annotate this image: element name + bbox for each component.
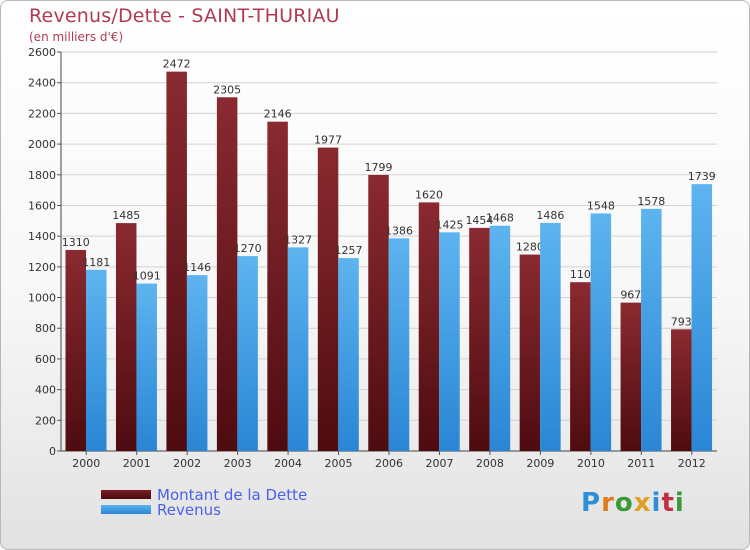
debt-value-label: 1280 [516, 241, 544, 254]
revenue-value-label: 1739 [688, 170, 716, 183]
revenue-value-label: 1468 [486, 212, 514, 225]
debt-value-label: 1485 [112, 209, 140, 222]
revenue-value-label: 1386 [385, 224, 413, 237]
y-tick-label: 400 [35, 384, 56, 397]
revenue-bar [641, 208, 662, 451]
chart-title: Revenus/Dette - SAINT-THURIAU [29, 5, 340, 27]
debt-value-label: 1799 [365, 161, 393, 174]
revenue-bar [439, 232, 460, 451]
y-tick-label: 1600 [28, 199, 56, 212]
x-tick-label: 2010 [577, 457, 605, 470]
y-tick-label: 2200 [28, 107, 56, 120]
logo-letter: t [661, 488, 675, 518]
legend-label-revenue: Revenus [157, 500, 221, 519]
revenue-bar [489, 225, 511, 451]
logo-letter: i [674, 488, 685, 518]
revenue-bar [86, 269, 107, 451]
y-tick-label: 1200 [28, 261, 56, 274]
y-tick-label: 2000 [28, 138, 56, 151]
x-tick-label: 2005 [325, 457, 353, 470]
revenue-value-label: 1270 [234, 242, 262, 255]
debt-bar [671, 329, 692, 451]
chart-subtitle: (en milliers d'€) [29, 30, 124, 44]
revenue-bar [388, 238, 410, 451]
revenue-bar [540, 222, 561, 451]
revenue-value-label: 1181 [82, 256, 110, 269]
debt-bar [418, 202, 440, 451]
debt-value-label: 1620 [415, 188, 443, 201]
revenue-value-label: 1486 [536, 209, 564, 222]
revenue-value-label: 1091 [133, 270, 161, 283]
debt-bar [570, 282, 591, 451]
debt-bar [469, 227, 490, 451]
debt-bar [620, 302, 642, 451]
legend-swatch-revenue [101, 505, 151, 514]
logo-letter: x [633, 488, 652, 518]
revenue-bar [691, 184, 713, 452]
revenue-value-label: 1146 [183, 261, 211, 274]
revenue-bar [338, 258, 359, 451]
legend-label-debt: Montant de la Dette [157, 485, 308, 504]
debt-bar [216, 97, 238, 452]
debt-bar [115, 223, 137, 451]
x-tick-label: 2002 [173, 457, 201, 470]
revenue-value-label: 1327 [284, 233, 312, 246]
legend-item-debt: Montant de la Dette [101, 485, 308, 504]
y-tick-label: 200 [35, 414, 56, 427]
x-tick-label: 2009 [526, 457, 554, 470]
debt-value-label: 110 [570, 268, 591, 281]
debt-value-label: 1977 [314, 134, 342, 147]
x-tick-label: 2004 [274, 457, 302, 470]
x-tick-label: 2011 [627, 457, 655, 470]
logo-letter: r [601, 488, 615, 518]
x-tick-label: 2001 [123, 457, 151, 470]
revenue-bar [590, 213, 612, 451]
x-tick-label: 2008 [476, 457, 504, 470]
logo-letter: i [651, 488, 662, 518]
y-tick-label: 1800 [28, 169, 56, 182]
debt-bar [519, 254, 541, 451]
revenue-value-label: 1578 [637, 195, 665, 208]
revenue-bar [186, 275, 208, 451]
y-tick-label: 600 [35, 353, 56, 366]
debt-bar [65, 249, 86, 451]
revenue-value-label: 1425 [435, 218, 463, 231]
revenue-bar [287, 247, 309, 451]
x-tick-label: 2003 [224, 457, 252, 470]
legend: Montant de la Dette Revenus [101, 485, 308, 519]
debt-value-label: 2305 [213, 83, 241, 96]
debt-value-label: 2472 [163, 58, 191, 71]
debt-value-label: 793 [671, 315, 692, 328]
debt-value-label: 2146 [264, 108, 292, 121]
y-tick-label: 1400 [28, 230, 56, 243]
debt-bar [267, 121, 288, 451]
revenue-value-label: 1257 [335, 244, 363, 257]
debt-value-label: 1310 [62, 236, 90, 249]
logo-letter: o [614, 488, 634, 518]
legend-swatch-debt [101, 490, 151, 499]
x-tick-label: 2007 [425, 457, 453, 470]
x-tick-label: 2000 [72, 457, 100, 470]
y-tick-label: 2400 [28, 77, 56, 90]
x-tick-label: 2012 [678, 457, 706, 470]
debt-bar [368, 174, 389, 451]
debt-value-label: 967 [620, 289, 641, 302]
y-tick-label: 2600 [28, 46, 56, 59]
revenue-bar [136, 283, 157, 451]
debt-value-label: 1454 [465, 214, 493, 227]
debt-bar [317, 147, 339, 451]
logo-letter: P [581, 488, 602, 518]
revenue-bar [237, 256, 258, 451]
proxiti-logo: Proxiti [581, 488, 685, 518]
y-tick-label: 800 [35, 322, 56, 335]
debt-bar [166, 71, 187, 452]
revenue-value-label: 1548 [587, 199, 615, 212]
x-tick-label: 2006 [375, 457, 403, 470]
legend-item-revenue: Revenus [101, 500, 307, 519]
y-tick-label: 1000 [28, 292, 56, 305]
y-tick-label: 0 [49, 445, 56, 458]
